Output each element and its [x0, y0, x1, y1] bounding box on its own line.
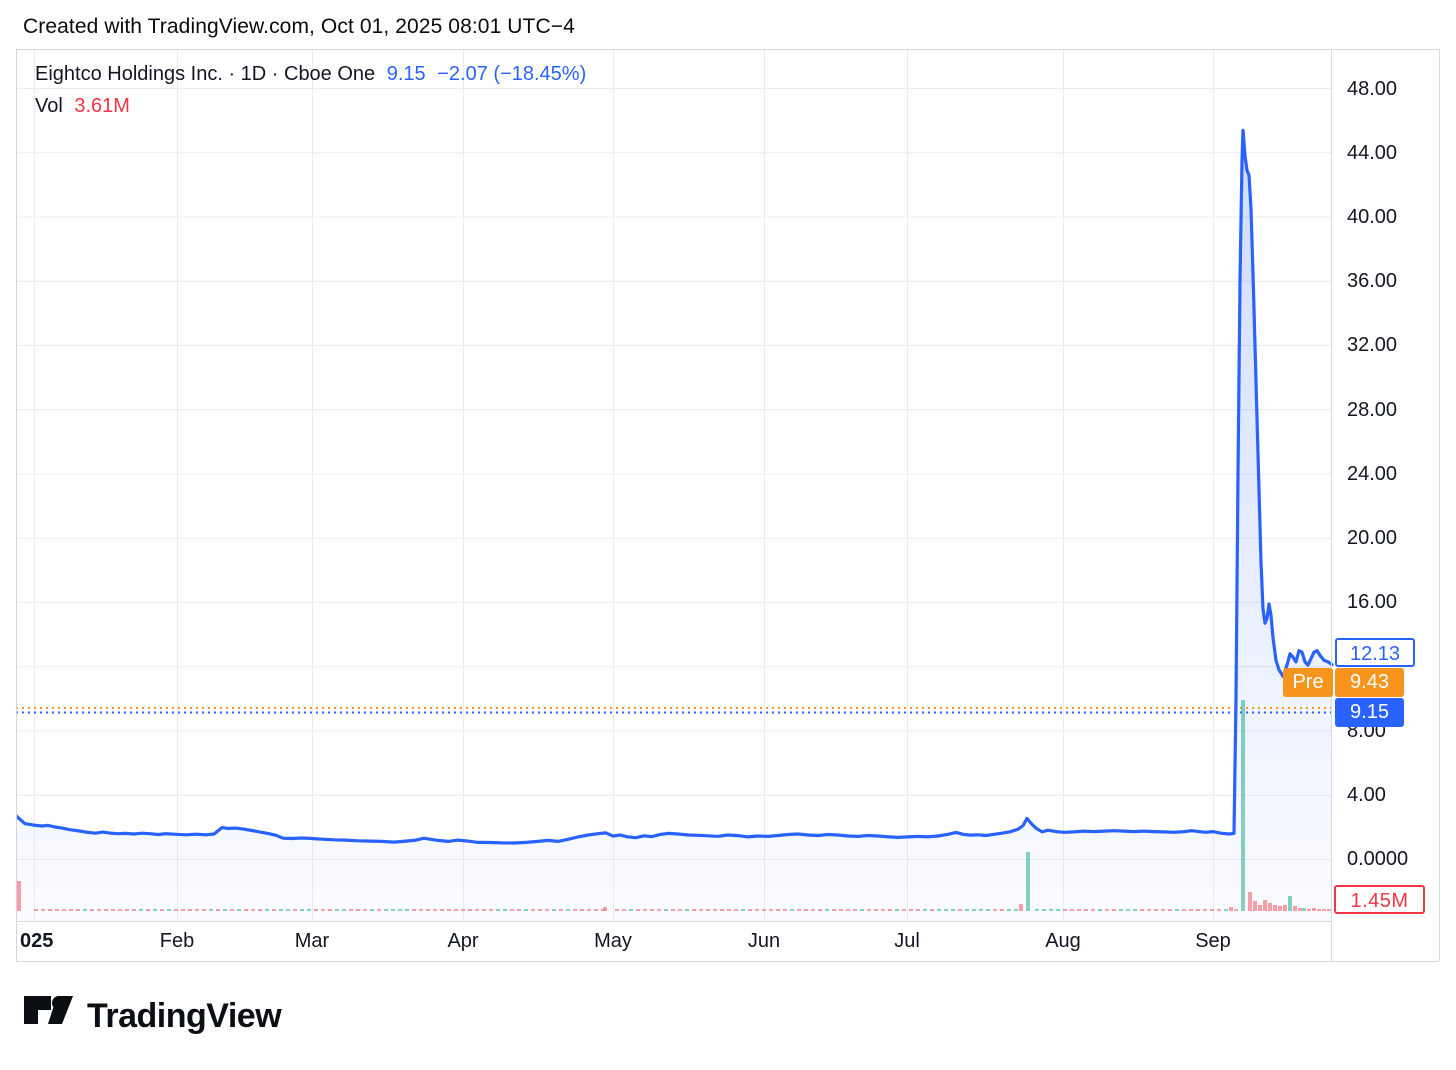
last-value-label: 12.13	[1335, 638, 1415, 667]
tradingview-logo-icon	[24, 996, 73, 1024]
tradingview-logo-text: TradingView	[87, 996, 282, 1035]
x-axis-label: 025	[20, 930, 54, 952]
chart-legend: Eightco Holdings Inc. · 1D · Cboe One 9.…	[35, 63, 592, 118]
tradingview-logo-link[interactable]: TradingView	[23, 995, 282, 1037]
x-axis-label: Apr	[447, 930, 479, 952]
premarket-price-label: 9.43	[1335, 668, 1404, 697]
x-axis-label: Jun	[747, 930, 781, 952]
y-axis-label: 28.00	[1347, 399, 1398, 421]
symbol-title[interactable]: Eightco Holdings Inc. · 1D · Cboe One	[35, 63, 376, 85]
chart-canvas[interactable]	[16, 49, 1440, 962]
x-axis-label: Aug	[1045, 930, 1081, 952]
close-price-label: 9.15	[1335, 698, 1404, 727]
y-axis-label: 0.0000	[1347, 848, 1409, 870]
y-axis-label: 4.00	[1347, 784, 1386, 806]
y-axis-label: 32.00	[1347, 334, 1398, 356]
y-axis-label: 20.00	[1347, 527, 1398, 549]
time-scale[interactable]	[16, 921, 1331, 962]
y-axis-label: 36.00	[1347, 270, 1398, 292]
price-change: −2.07 (−18.45%)	[437, 63, 587, 85]
x-axis-label: Sep	[1195, 930, 1231, 952]
y-axis-label: 48.00	[1347, 78, 1398, 100]
x-axis-label: Feb	[159, 930, 195, 952]
y-axis-label: 44.00	[1347, 142, 1398, 164]
volume-value-label: 1.45M	[1334, 885, 1425, 914]
y-axis-label: 40.00	[1347, 206, 1398, 228]
price-scale[interactable]	[1332, 49, 1440, 921]
credit-line: Created with TradingView.com, Oct 01, 20…	[23, 15, 575, 38]
premarket-tag: Pre	[1283, 668, 1333, 697]
last-price: 9.15	[386, 63, 426, 85]
y-axis-label: 24.00	[1347, 463, 1398, 485]
volume-value: 3.61M	[74, 95, 130, 117]
legend-symbol-row: Eightco Holdings Inc. · 1D · Cboe One 9.…	[35, 63, 592, 86]
x-axis-label: May	[594, 930, 632, 952]
x-axis-label: Mar	[294, 930, 330, 952]
legend-volume-row: Vol 3.61M	[35, 95, 592, 118]
volume-label: Vol	[35, 95, 63, 117]
y-axis-label: 16.00	[1347, 591, 1398, 613]
x-axis-label: Jul	[894, 930, 920, 952]
